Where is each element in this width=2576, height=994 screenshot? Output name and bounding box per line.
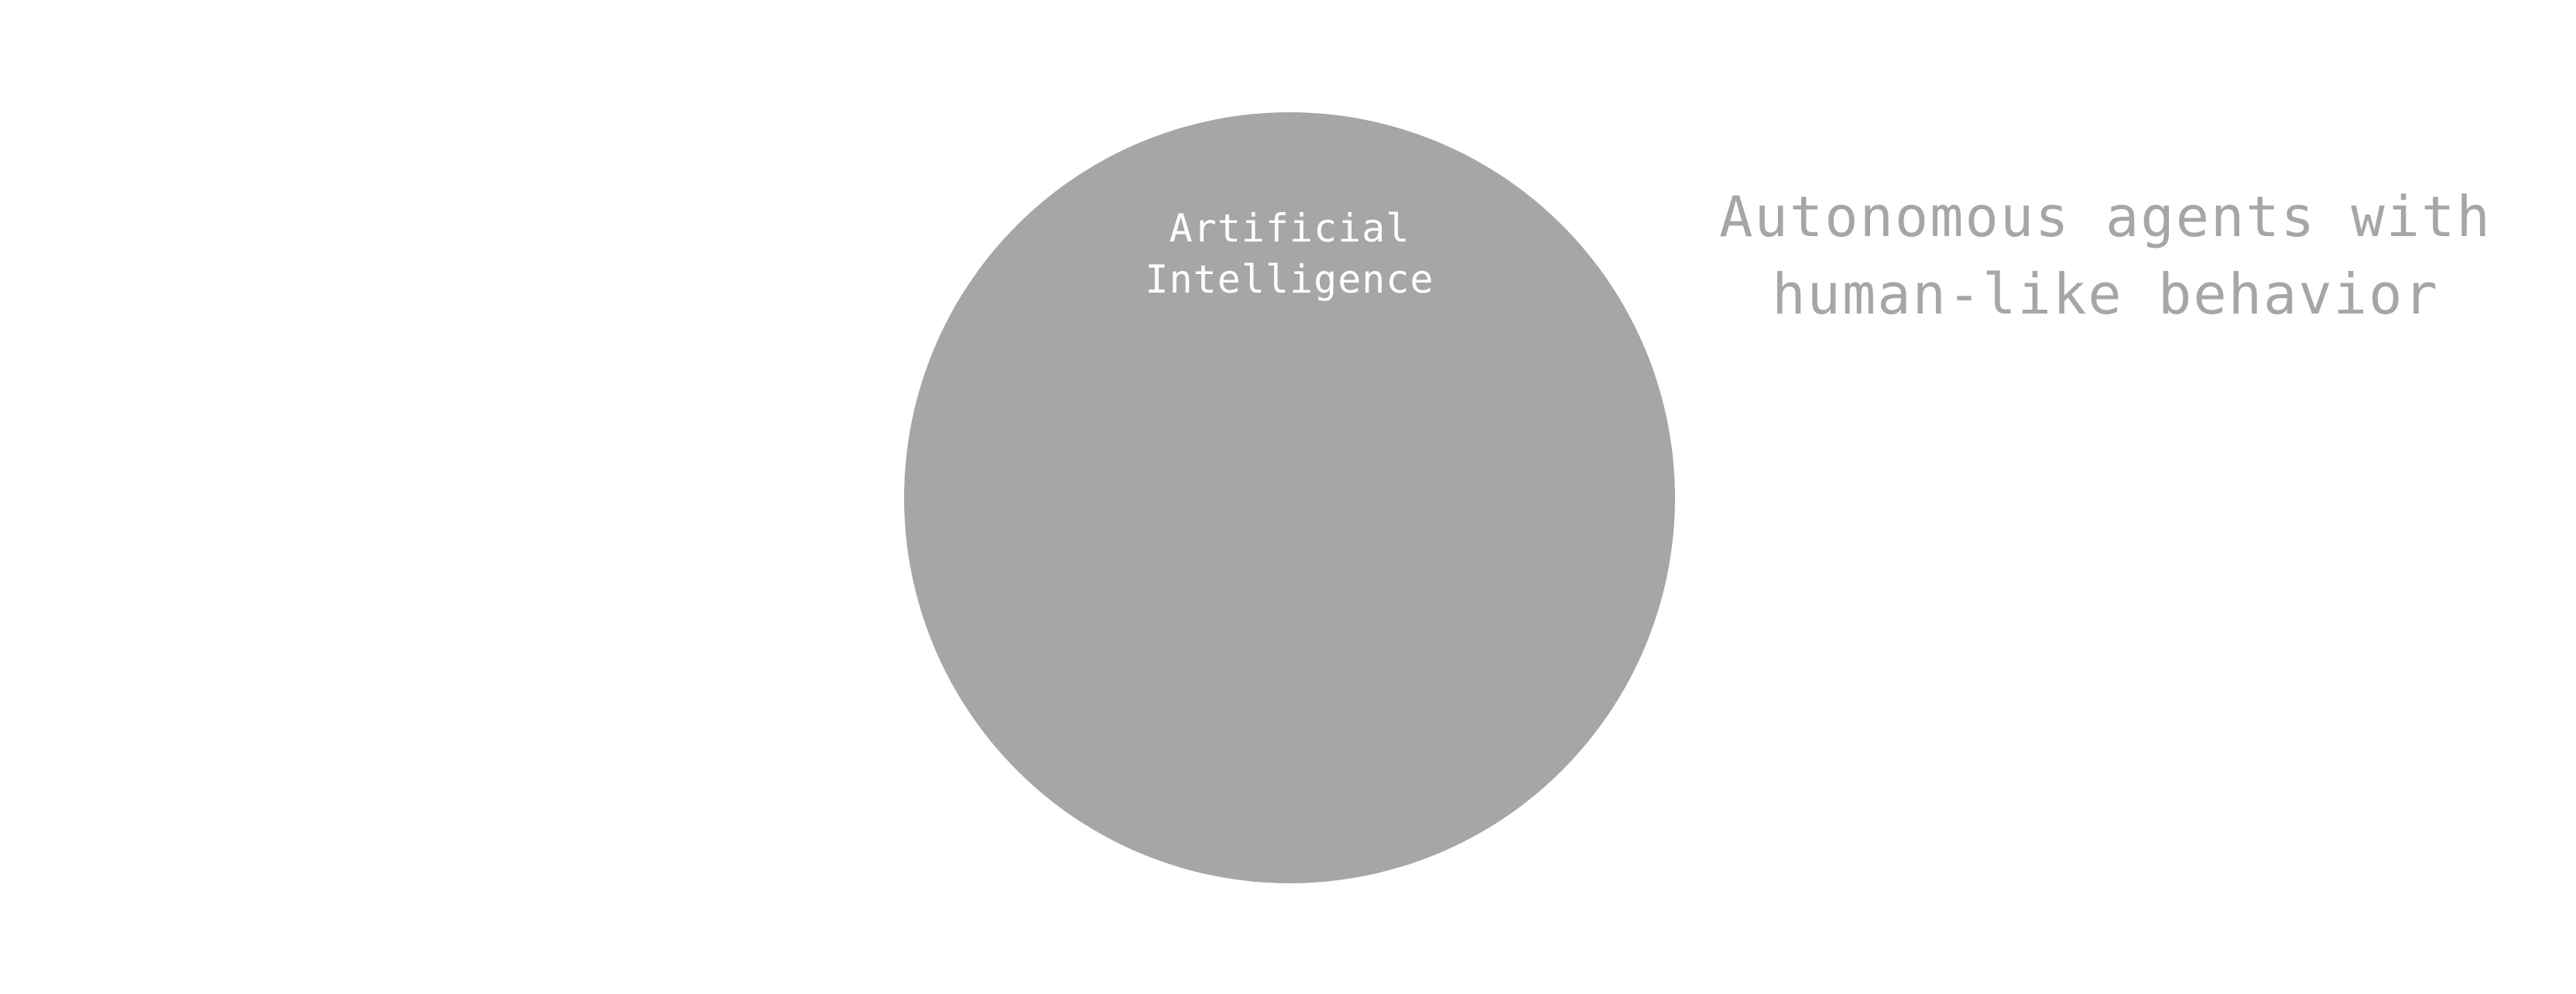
ai-circle	[904, 112, 1675, 883]
description-line-1: Autonomous agents with	[1719, 184, 2492, 249]
ai-circle-label: Artificial Intelligence	[1057, 203, 1522, 305]
description-line-2: human-like behavior	[1772, 262, 2439, 327]
ai-label-line-1: Artificial	[1169, 206, 1410, 251]
description-text: Autonomous agents with human-like behavi…	[1672, 178, 2539, 333]
ai-label-line-2: Intelligence	[1145, 257, 1434, 302]
